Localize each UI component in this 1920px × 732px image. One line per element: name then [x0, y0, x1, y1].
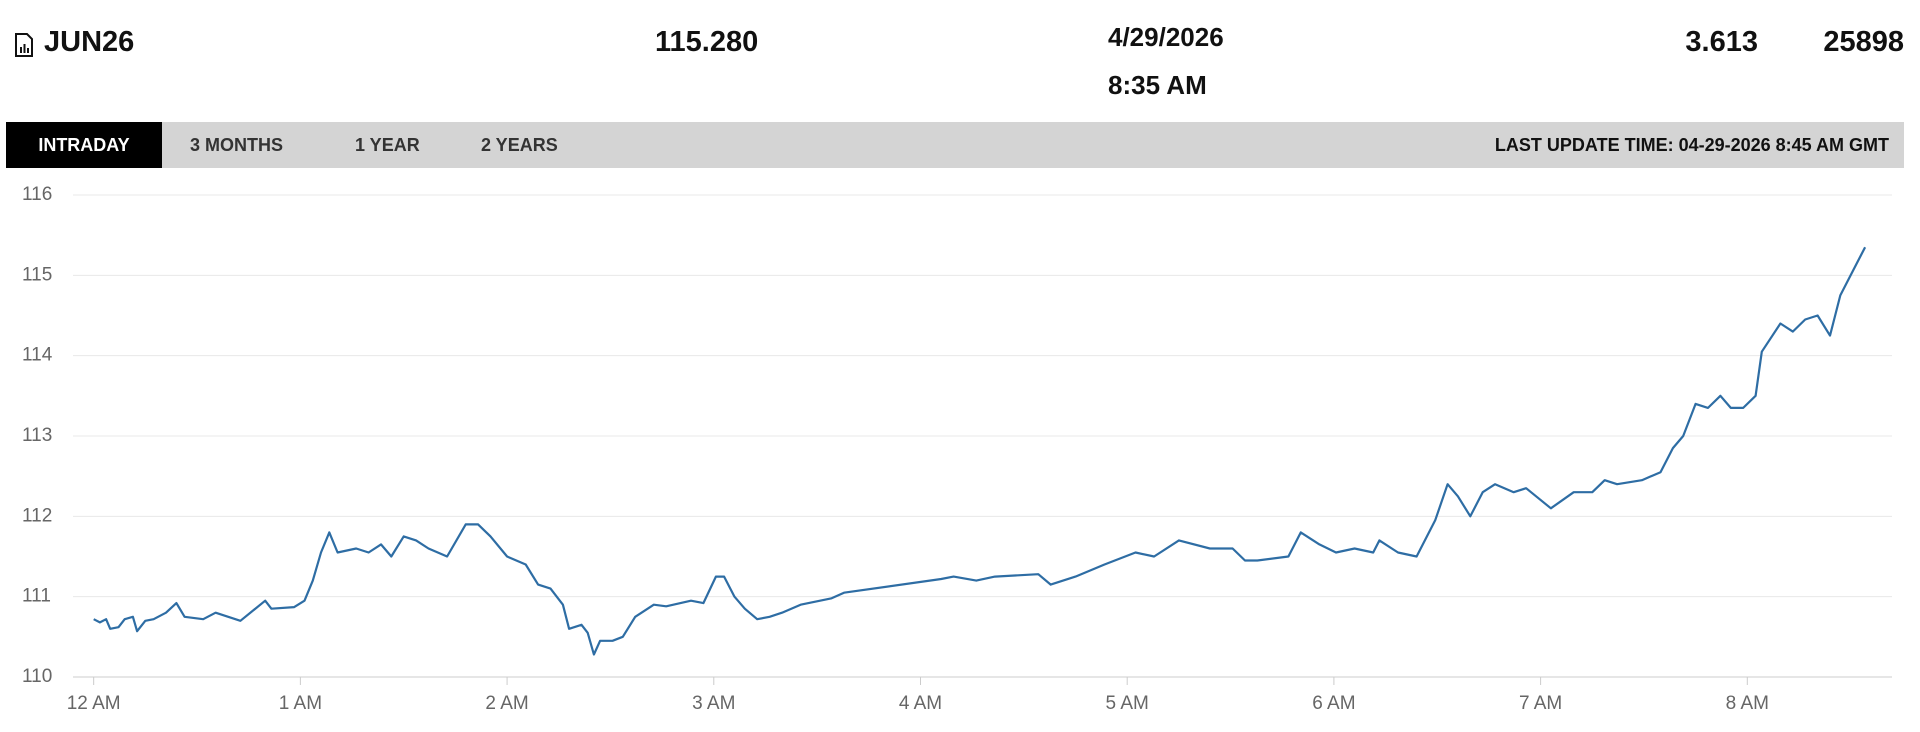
chart: 110 111 112 113 114 115 116 12 AM 1 AM 2 AM 3 AM 4 …	[22, 184, 1892, 714]
y-tick-label: 114	[22, 345, 53, 366]
x-tick-label: 2 AM	[485, 693, 528, 714]
price-line	[93, 246, 1867, 656]
last-update: LAST UPDATE TIME: 04-29-2026 8:45 AM GMT	[1494, 135, 1889, 155]
x-tick-label: 3 AM	[692, 693, 735, 714]
x-tick-label: 7 AM	[1519, 693, 1562, 714]
tab[interactable]: 3 MONTHS	[190, 135, 284, 155]
last-price: 115.280	[655, 26, 759, 58]
contract-icon	[15, 33, 33, 57]
x-tick-label: 12 AM	[67, 693, 121, 714]
tab[interactable]: 1 YEAR	[355, 135, 420, 155]
y-tick-label: 110	[22, 666, 52, 687]
change: 3.613	[1685, 26, 1758, 58]
tab-bar: INTRADAY 3 MONTHS 1 YEAR 2 YEARS LAST UP…	[6, 122, 1904, 168]
x-tick-label: 8 AM	[1726, 693, 1769, 714]
y-tick-label: 116	[22, 184, 52, 205]
x-tick-label: 6 AM	[1312, 693, 1355, 714]
tab[interactable]: INTRADAY	[6, 122, 162, 168]
symbol: JUN26	[44, 26, 135, 58]
time: 8:35 AM	[1108, 70, 1207, 100]
volume: 25898	[1823, 26, 1904, 58]
y-tick-label: 112	[22, 505, 52, 526]
tab[interactable]: 2 YEARS	[481, 135, 558, 155]
y-tick-label: 115	[22, 264, 52, 285]
y-tick-label: 111	[22, 586, 51, 607]
x-tick-label: 1 AM	[279, 693, 322, 714]
y-tick-label: 113	[22, 425, 52, 446]
x-tick-label: 4 AM	[899, 693, 942, 714]
x-tick-label: 5 AM	[1106, 693, 1149, 714]
date: 4/29/2026	[1108, 22, 1224, 52]
